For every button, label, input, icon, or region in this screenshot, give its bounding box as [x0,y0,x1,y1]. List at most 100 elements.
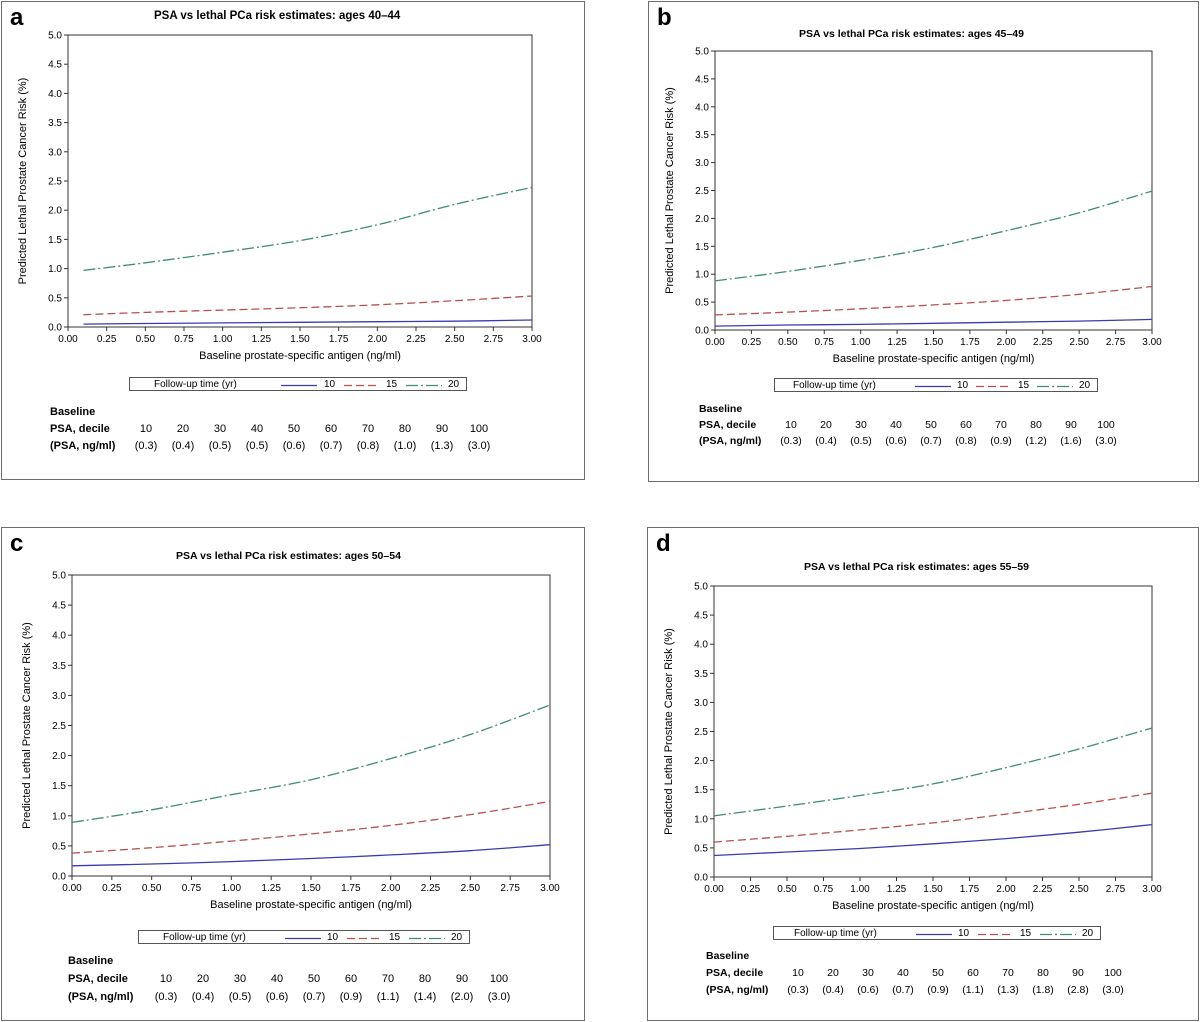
x-tick-label: 1.75 [329,334,349,345]
psa-cell: (0.4) [171,440,195,452]
legend: Follow-up time (yr) 10 15 20 [774,378,1098,392]
decile-cell: 30 [233,973,247,985]
x-tick-label: 2.50 [1069,337,1089,348]
decile-cell: 30 [862,967,874,979]
x-tick-label: 1.00 [222,883,242,894]
legend: Follow-up time (yr) 10 15 20 [129,377,467,391]
legend-line-20 [409,937,445,940]
series-line-20 [71,704,551,824]
x-tick-label: 3.00 [1142,337,1162,348]
x-tick-label: 2.75 [500,883,520,894]
legend-label-20: 20 [1079,380,1091,391]
y-tick-label: 3.5 [48,118,62,129]
legend-line-10 [916,933,952,936]
series-line-10 [71,844,551,867]
psa-cell: (0.3) [787,984,809,996]
y-tick-label: 3.0 [48,147,62,158]
legend-label-10: 10 [957,380,969,391]
psa-cell: (3.0) [467,440,491,452]
decile-cell: 100 [489,973,509,985]
legend-label-10: 10 [324,379,336,390]
legend-line-15 [978,933,1014,936]
x-tick-label: 0.50 [778,337,798,348]
x-tick-label: 0.00 [58,334,78,345]
legend-label-15: 15 [389,932,401,943]
decile-cell: 70 [995,419,1007,431]
y-tick-label: 5.0 [52,571,66,582]
psa-cell: (0.7) [920,435,942,447]
x-tick-label: 2.50 [461,883,481,894]
legend-label-10: 10 [958,928,970,939]
legend-line-10 [285,937,321,940]
chart-plot: 0.0 0.5 1.0 1.5 2.0 2.5 3.0 3.5 4.0 4.5 5.0 0.00 0.2… [664,47,1162,366]
panel-letter: c [10,530,24,557]
x-tick-label: 0.25 [97,334,117,345]
psa-cell: (1.6) [1060,435,1082,447]
y-tick-label: 5.0 [695,47,709,58]
y-tick-label: 5.0 [694,582,708,593]
x-axis-label: Baseline prostate-specific antigen (ng/m… [199,350,401,362]
legend-title: Follow-up time (yr) [794,928,877,939]
psa-cell: (0.5) [850,435,872,447]
legend-line-15 [976,385,1012,388]
x-tick-label: 2.75 [1106,337,1126,348]
x-tick-label: 2.25 [406,334,426,345]
x-tick-label: 0.00 [705,337,725,348]
decile-cell: 100 [469,423,489,435]
psa-cell: (0.3) [780,435,802,447]
decile-cell: 40 [270,973,284,985]
table-row-label: Baseline [50,406,96,418]
table-row-label: PSA, decile [699,419,757,431]
decile-cell: 20 [176,423,190,435]
legend-line-20 [1040,933,1076,936]
psa-cell: (0.9) [990,435,1012,447]
legend-label-15: 15 [1020,928,1032,939]
decile-cell: 70 [1002,967,1014,979]
legend-label-15: 15 [1018,380,1030,391]
x-tick-label: 2.25 [1033,884,1053,895]
decile-cell: 90 [455,973,469,985]
legend-label-20: 20 [451,932,463,943]
legend-line-15 [347,937,383,940]
y-tick-label: 0.5 [52,841,66,852]
legend: Follow-up time (yr) 10 15 20 [773,926,1101,940]
y-tick-label: 2.0 [694,756,708,767]
y-tick-label: 4.0 [48,89,62,100]
x-tick-label: 1.75 [341,883,361,894]
plot-frame [714,50,1153,331]
x-tick-label: 0.50 [142,883,162,894]
decile-cell: 10 [792,967,804,979]
x-tick-label: 0.00 [704,884,724,895]
series-line-20 [83,186,533,272]
legend-label-10: 10 [327,932,339,943]
y-axis-label: Predicted Lethal Prostate Cancer Risk (%… [17,78,29,285]
y-axis-label: Predicted Lethal Prostate Cancer Risk (%… [663,628,675,835]
series-line-15 [71,800,551,854]
x-tick-label: 3.00 [1142,884,1162,895]
y-tick-label: 4.5 [48,60,62,71]
x-tick-label: 1.50 [301,883,321,894]
decile-cell: 20 [820,419,832,431]
panel-letter: a [10,4,24,31]
table-row-label: PSA, decile [68,973,128,985]
series-line-15 [83,295,533,316]
x-tick-label: 0.25 [741,884,761,895]
plot-frame [67,34,533,328]
x-tick-label: 2.50 [445,334,465,345]
decile-cell: 20 [827,967,839,979]
psa-cell: (1.1) [376,991,400,1003]
x-tick-label: 2.00 [996,884,1016,895]
x-tick-label: 2.25 [1033,337,1053,348]
decile-cell: 20 [196,973,210,985]
y-tick-label: 3.0 [52,691,66,702]
series-line-10 [713,823,1153,857]
y-tick-label: 0.5 [695,298,709,309]
psa-cell: (0.7) [302,991,326,1003]
x-tick-label: 2.75 [484,334,504,345]
psa-cell: (3.0) [1095,435,1117,447]
psa-cell: (0.9) [339,991,363,1003]
psa-cell: (1.2) [1025,435,1047,447]
psa-cell: (0.4) [815,435,837,447]
decile-cell: 10 [139,423,153,435]
legend-line-10 [915,385,951,388]
